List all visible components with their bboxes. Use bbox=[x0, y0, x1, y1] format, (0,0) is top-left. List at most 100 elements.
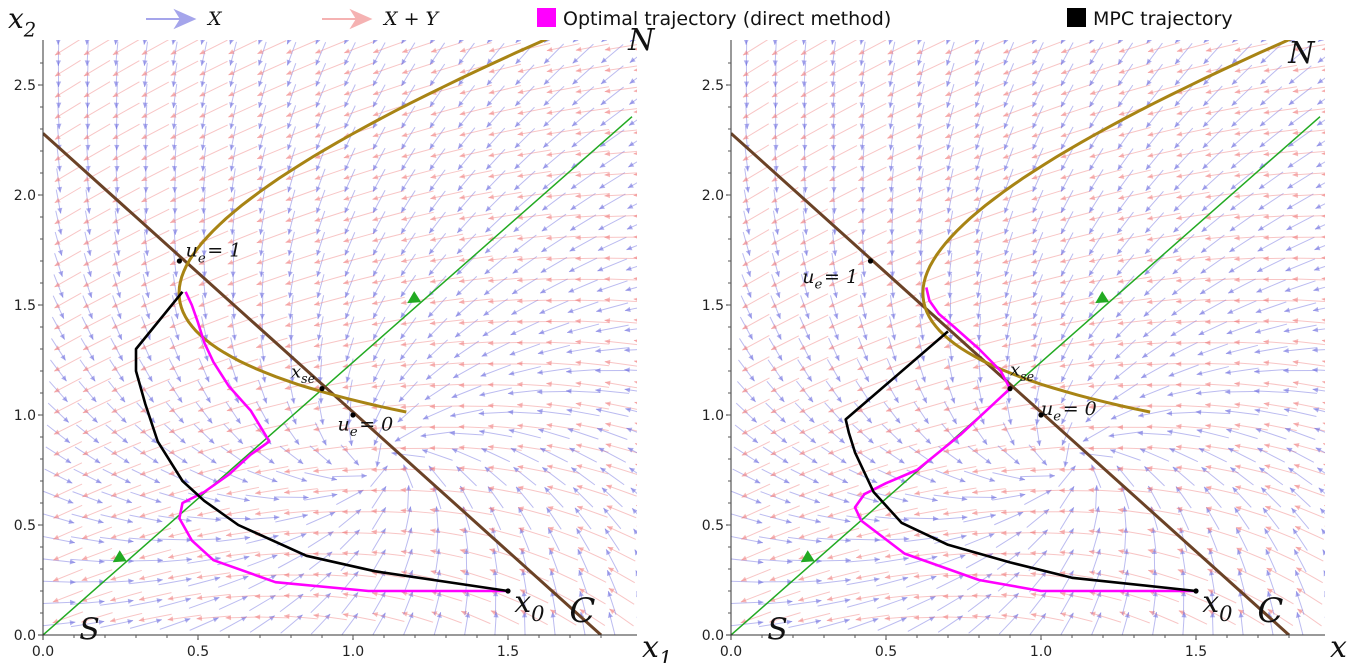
field-arrowhead bbox=[888, 186, 895, 193]
field-streamline bbox=[1118, 190, 1152, 200]
field-arrowhead bbox=[1004, 313, 1010, 320]
field-arrowhead bbox=[226, 427, 233, 433]
field-arrowhead bbox=[961, 496, 968, 502]
field-streamline bbox=[1283, 347, 1318, 352]
label-S: S bbox=[79, 612, 100, 647]
field-arrowhead bbox=[973, 280, 980, 286]
field-arrowhead bbox=[301, 477, 308, 483]
field-arrowhead bbox=[110, 533, 117, 539]
field-arrowhead bbox=[83, 260, 90, 266]
field-streamline bbox=[400, 489, 435, 493]
field-arrowhead bbox=[1041, 571, 1047, 578]
field-streamline bbox=[81, 612, 113, 623]
field-arrowhead bbox=[816, 578, 822, 584]
field-arrowhead bbox=[235, 417, 241, 424]
field-arrowhead bbox=[487, 298, 494, 305]
field-streamline bbox=[158, 578, 192, 586]
field-streamline bbox=[546, 382, 581, 388]
field-arrowhead bbox=[921, 376, 926, 383]
field-streamline bbox=[1031, 168, 1063, 180]
field-arrowhead bbox=[946, 144, 952, 151]
field-arrowhead bbox=[1124, 590, 1130, 597]
field-arrowhead bbox=[885, 511, 892, 517]
field-arrowhead bbox=[925, 438, 931, 444]
field-arrowhead bbox=[1205, 193, 1211, 200]
field-streamline bbox=[904, 493, 938, 502]
field-arrowhead bbox=[884, 615, 891, 621]
field-streamline bbox=[488, 446, 522, 451]
field-arrowhead bbox=[196, 615, 203, 621]
field-arrowhead bbox=[1110, 449, 1116, 454]
field-streamline bbox=[546, 257, 581, 260]
field-arrowhead bbox=[1068, 570, 1074, 577]
field-arrowhead bbox=[488, 257, 494, 263]
field-arrowhead bbox=[1225, 408, 1231, 414]
field-arrowhead bbox=[757, 539, 763, 545]
field-arrowhead bbox=[944, 175, 951, 181]
field-arrowhead bbox=[1176, 257, 1182, 263]
field-streamline bbox=[225, 551, 260, 557]
field-arrowhead bbox=[836, 396, 842, 403]
field-arrowhead bbox=[353, 550, 359, 557]
field-streamline bbox=[139, 485, 171, 497]
field-arrowhead bbox=[1059, 529, 1065, 535]
field-arrowhead bbox=[569, 447, 576, 453]
field-arrowhead bbox=[774, 207, 780, 214]
field-arrowhead bbox=[860, 229, 866, 235]
field-arrowhead bbox=[141, 197, 148, 203]
field-arrowhead bbox=[372, 132, 379, 138]
field-streamline bbox=[575, 402, 610, 410]
field-arrowhead bbox=[513, 226, 520, 232]
field-streamline bbox=[1322, 23, 1355, 28]
field-arrowhead bbox=[930, 477, 936, 483]
field-streamline bbox=[596, 302, 629, 313]
field-arrowhead bbox=[518, 26, 524, 31]
field-streamline bbox=[81, 590, 113, 602]
field-arrowhead bbox=[1168, 371, 1175, 377]
field-streamline bbox=[566, 323, 600, 334]
field-streamline bbox=[285, 231, 317, 243]
field-streamline bbox=[1234, 43, 1268, 52]
field-arrowhead bbox=[973, 301, 980, 307]
field-arrowhead bbox=[285, 238, 292, 244]
field-arrowhead bbox=[1061, 312, 1066, 319]
field-arrowhead bbox=[1032, 249, 1038, 256]
field-arrowhead bbox=[53, 513, 60, 519]
field-streamline bbox=[1146, 255, 1181, 262]
field-streamline bbox=[1079, 452, 1114, 458]
field-arrowhead bbox=[405, 485, 412, 491]
field-arrowhead bbox=[1060, 143, 1066, 150]
field-streamline bbox=[575, 341, 610, 345]
field-arrowhead bbox=[1032, 122, 1038, 129]
field-arrowhead bbox=[1206, 527, 1213, 533]
field-arrowhead bbox=[1147, 257, 1153, 263]
field-arrowhead bbox=[60, 354, 66, 361]
field-arrowhead bbox=[1326, 588, 1332, 593]
field-arrowhead bbox=[913, 552, 920, 559]
optimal-swatch bbox=[537, 8, 556, 27]
field-arrowhead bbox=[372, 111, 379, 117]
field-arrowhead bbox=[1176, 444, 1182, 450]
field-arrowhead bbox=[889, 271, 896, 278]
field-streamline bbox=[1324, 504, 1325, 507]
field-arrowhead bbox=[225, 615, 232, 621]
field-streamline bbox=[517, 85, 551, 94]
field-arrowhead bbox=[799, 492, 806, 497]
field-arrowhead bbox=[856, 491, 863, 497]
label-N: N bbox=[627, 23, 656, 58]
field-arrowhead bbox=[1166, 410, 1173, 416]
field-arrowhead bbox=[1255, 328, 1261, 334]
field-streamline bbox=[1327, 609, 1350, 627]
field-arrowhead bbox=[1032, 80, 1038, 87]
field-arrowhead bbox=[514, 184, 520, 191]
field-streamline bbox=[604, 193, 637, 197]
field-arrowhead bbox=[770, 408, 777, 413]
field-arrowhead bbox=[637, 547, 643, 552]
field-arrowhead bbox=[772, 81, 779, 87]
field-arrowhead bbox=[260, 355, 266, 362]
field-streamline bbox=[972, 316, 1005, 327]
field-arrowhead bbox=[373, 439, 379, 446]
field-streamline bbox=[1059, 296, 1093, 305]
field-arrowhead bbox=[771, 113, 778, 119]
field-arrowhead bbox=[857, 386, 864, 392]
